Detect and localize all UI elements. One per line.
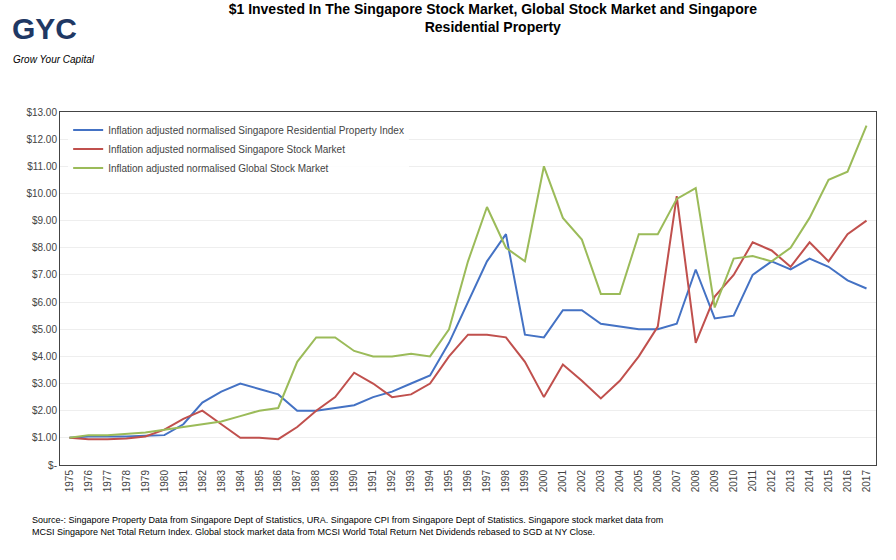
svg-text:2005: 2005 — [633, 470, 644, 493]
svg-text:1990: 1990 — [348, 470, 359, 493]
svg-text:2015: 2015 — [823, 470, 834, 493]
svg-text:2017: 2017 — [861, 470, 872, 493]
svg-text:1984: 1984 — [235, 470, 246, 493]
svg-text:1976: 1976 — [83, 470, 94, 493]
svg-text:$8.00: $8.00 — [32, 242, 57, 253]
svg-text:2009: 2009 — [709, 470, 720, 493]
svg-text:$1.00: $1.00 — [32, 432, 57, 443]
svg-text:$3.00: $3.00 — [32, 378, 57, 389]
svg-text:Grow Your Capital: Grow Your Capital — [13, 54, 95, 65]
svg-text:$6.00: $6.00 — [32, 297, 57, 308]
svg-text:1992: 1992 — [386, 470, 397, 493]
svg-text:2008: 2008 — [690, 470, 701, 493]
svg-text:$4.00: $4.00 — [32, 351, 57, 362]
svg-text:Inflation adjusted normalised: Inflation adjusted normalised Global Sto… — [108, 163, 328, 174]
svg-text:$7.00: $7.00 — [32, 269, 57, 280]
svg-text:2011: 2011 — [747, 470, 758, 492]
svg-text:Inflation adjusted normalised: Inflation adjusted normalised Singapore … — [108, 144, 345, 155]
svg-text:2004: 2004 — [614, 470, 625, 493]
svg-text:$2.00: $2.00 — [32, 405, 57, 416]
svg-text:1986: 1986 — [272, 470, 283, 493]
svg-text:1982: 1982 — [197, 470, 208, 493]
svg-text:2012: 2012 — [766, 470, 777, 493]
svg-text:1977: 1977 — [102, 470, 113, 493]
svg-text:$-: $- — [48, 460, 57, 471]
svg-text:1991: 1991 — [367, 470, 378, 493]
svg-text:$5.00: $5.00 — [32, 324, 57, 335]
svg-text:1995: 1995 — [443, 470, 454, 493]
svg-text:1994: 1994 — [424, 470, 435, 493]
svg-text:1988: 1988 — [310, 470, 321, 493]
svg-text:Source-: Singapore Property Da: Source-: Singapore Property Data from Si… — [32, 515, 663, 537]
svg-text:2002: 2002 — [576, 470, 587, 493]
svg-text:$13.00: $13.00 — [26, 107, 57, 118]
svg-text:1981: 1981 — [178, 470, 189, 493]
svg-text:1998: 1998 — [500, 470, 511, 493]
svg-text:$1 Invested In The Singapore S: $1 Invested In The Singapore Stock Marke… — [229, 1, 757, 35]
svg-text:2013: 2013 — [785, 470, 796, 493]
svg-text:1999: 1999 — [519, 470, 530, 493]
svg-text:2003: 2003 — [595, 470, 606, 493]
svg-text:2016: 2016 — [842, 470, 853, 493]
svg-text:$9.00: $9.00 — [32, 215, 57, 226]
svg-text:Inflation adjusted normalised: Inflation adjusted normalised Singapore … — [108, 125, 404, 136]
svg-text:2006: 2006 — [652, 470, 663, 493]
svg-text:1996: 1996 — [462, 470, 473, 493]
svg-text:1987: 1987 — [291, 470, 302, 493]
svg-text:$12.00: $12.00 — [26, 134, 57, 145]
svg-text:$10.00: $10.00 — [26, 188, 57, 199]
svg-text:2014: 2014 — [804, 470, 815, 493]
svg-text:2001: 2001 — [557, 470, 568, 493]
svg-text:GYC: GYC — [12, 12, 77, 45]
svg-text:2010: 2010 — [728, 470, 739, 493]
svg-text:1985: 1985 — [254, 470, 265, 493]
svg-text:1979: 1979 — [140, 470, 151, 493]
svg-text:1997: 1997 — [481, 470, 492, 493]
svg-text:1993: 1993 — [405, 470, 416, 493]
svg-text:2000: 2000 — [538, 470, 549, 493]
svg-text:1978: 1978 — [121, 470, 132, 493]
svg-text:2007: 2007 — [671, 470, 682, 493]
svg-text:$11.00: $11.00 — [27, 161, 57, 172]
svg-text:1989: 1989 — [329, 470, 340, 493]
svg-text:1975: 1975 — [64, 470, 75, 493]
svg-text:1980: 1980 — [159, 470, 170, 493]
svg-text:1983: 1983 — [216, 470, 227, 493]
